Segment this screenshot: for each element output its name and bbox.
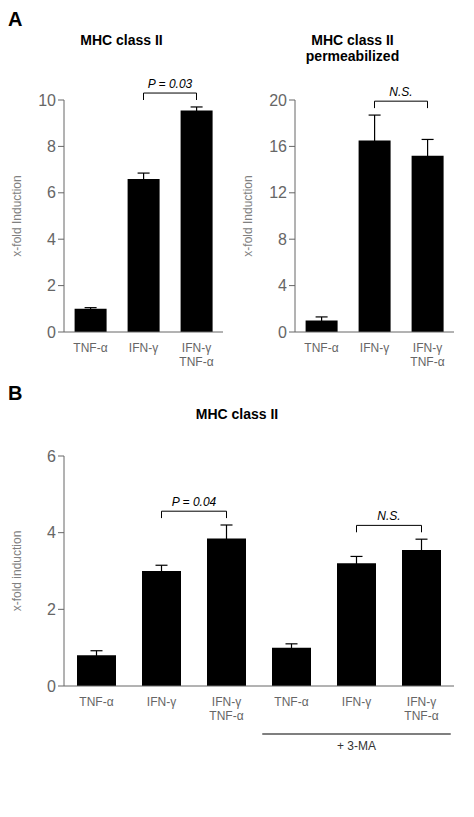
- svg-text:N.S.: N.S.: [389, 85, 412, 99]
- svg-text:10: 10: [38, 92, 56, 109]
- svg-text:8: 8: [47, 138, 56, 155]
- svg-text:4: 4: [47, 231, 56, 248]
- svg-text:IFN-γTNF-α: IFN-γTNF-α: [404, 695, 438, 723]
- svg-text:P = 0.03: P = 0.03: [148, 77, 193, 91]
- html-text:MHC class II: MHC class II: [195, 406, 279, 422]
- svg-text:IFN-γTNF-α: IFN-γTNF-α: [209, 695, 243, 723]
- html-text:MHC class II permeabilized: MHC class II permeabilized: [305, 32, 400, 64]
- svg-text:0: 0: [47, 324, 56, 341]
- svg-text:x-fold Induction: x-fold Induction: [241, 175, 255, 256]
- svg-text:TNF-α: TNF-α: [79, 695, 113, 709]
- svg-text:N.S.: N.S.: [377, 509, 400, 523]
- html-text:MHC class II: MHC class II: [80, 32, 163, 48]
- svg-text:6: 6: [47, 184, 56, 201]
- svg-text:x-fold induction: x-fold induction: [10, 531, 24, 612]
- svg-text:TNF-α: TNF-α: [274, 695, 308, 709]
- html-text:A: A: [8, 8, 23, 30]
- html-text:B: B: [8, 382, 23, 404]
- svg-text:20: 20: [269, 92, 287, 109]
- svg-text:IFN-γTNF-α: IFN-γTNF-α: [179, 341, 213, 369]
- svg-text:IFN-γ: IFN-γ: [342, 695, 371, 709]
- svg-text:4: 4: [278, 277, 287, 294]
- svg-text:P = 0.04: P = 0.04: [172, 495, 217, 509]
- svg-text:2: 2: [47, 277, 56, 294]
- svg-text:TNF-α: TNF-α: [304, 341, 338, 355]
- svg-text:IFN-γTNF-α: IFN-γTNF-α: [410, 341, 444, 369]
- svg-text:IFN-γ: IFN-γ: [147, 695, 176, 709]
- svg-text:+ 3-MA: + 3-MA: [337, 739, 376, 753]
- svg-text:IFN-γ: IFN-γ: [360, 341, 389, 355]
- svg-text:2: 2: [47, 601, 56, 618]
- svg-text:12: 12: [269, 184, 287, 201]
- svg-text:IFN-γ: IFN-γ: [129, 341, 158, 355]
- svg-text:4: 4: [47, 524, 56, 541]
- svg-text:8: 8: [278, 231, 287, 248]
- svg-text:6: 6: [47, 448, 56, 465]
- svg-text:TNF-α: TNF-α: [73, 341, 107, 355]
- svg-text:16: 16: [269, 138, 287, 155]
- svg-text:x-fold Induction: x-fold Induction: [10, 175, 24, 256]
- svg-text:0: 0: [278, 324, 287, 341]
- svg-text:0: 0: [47, 678, 56, 695]
